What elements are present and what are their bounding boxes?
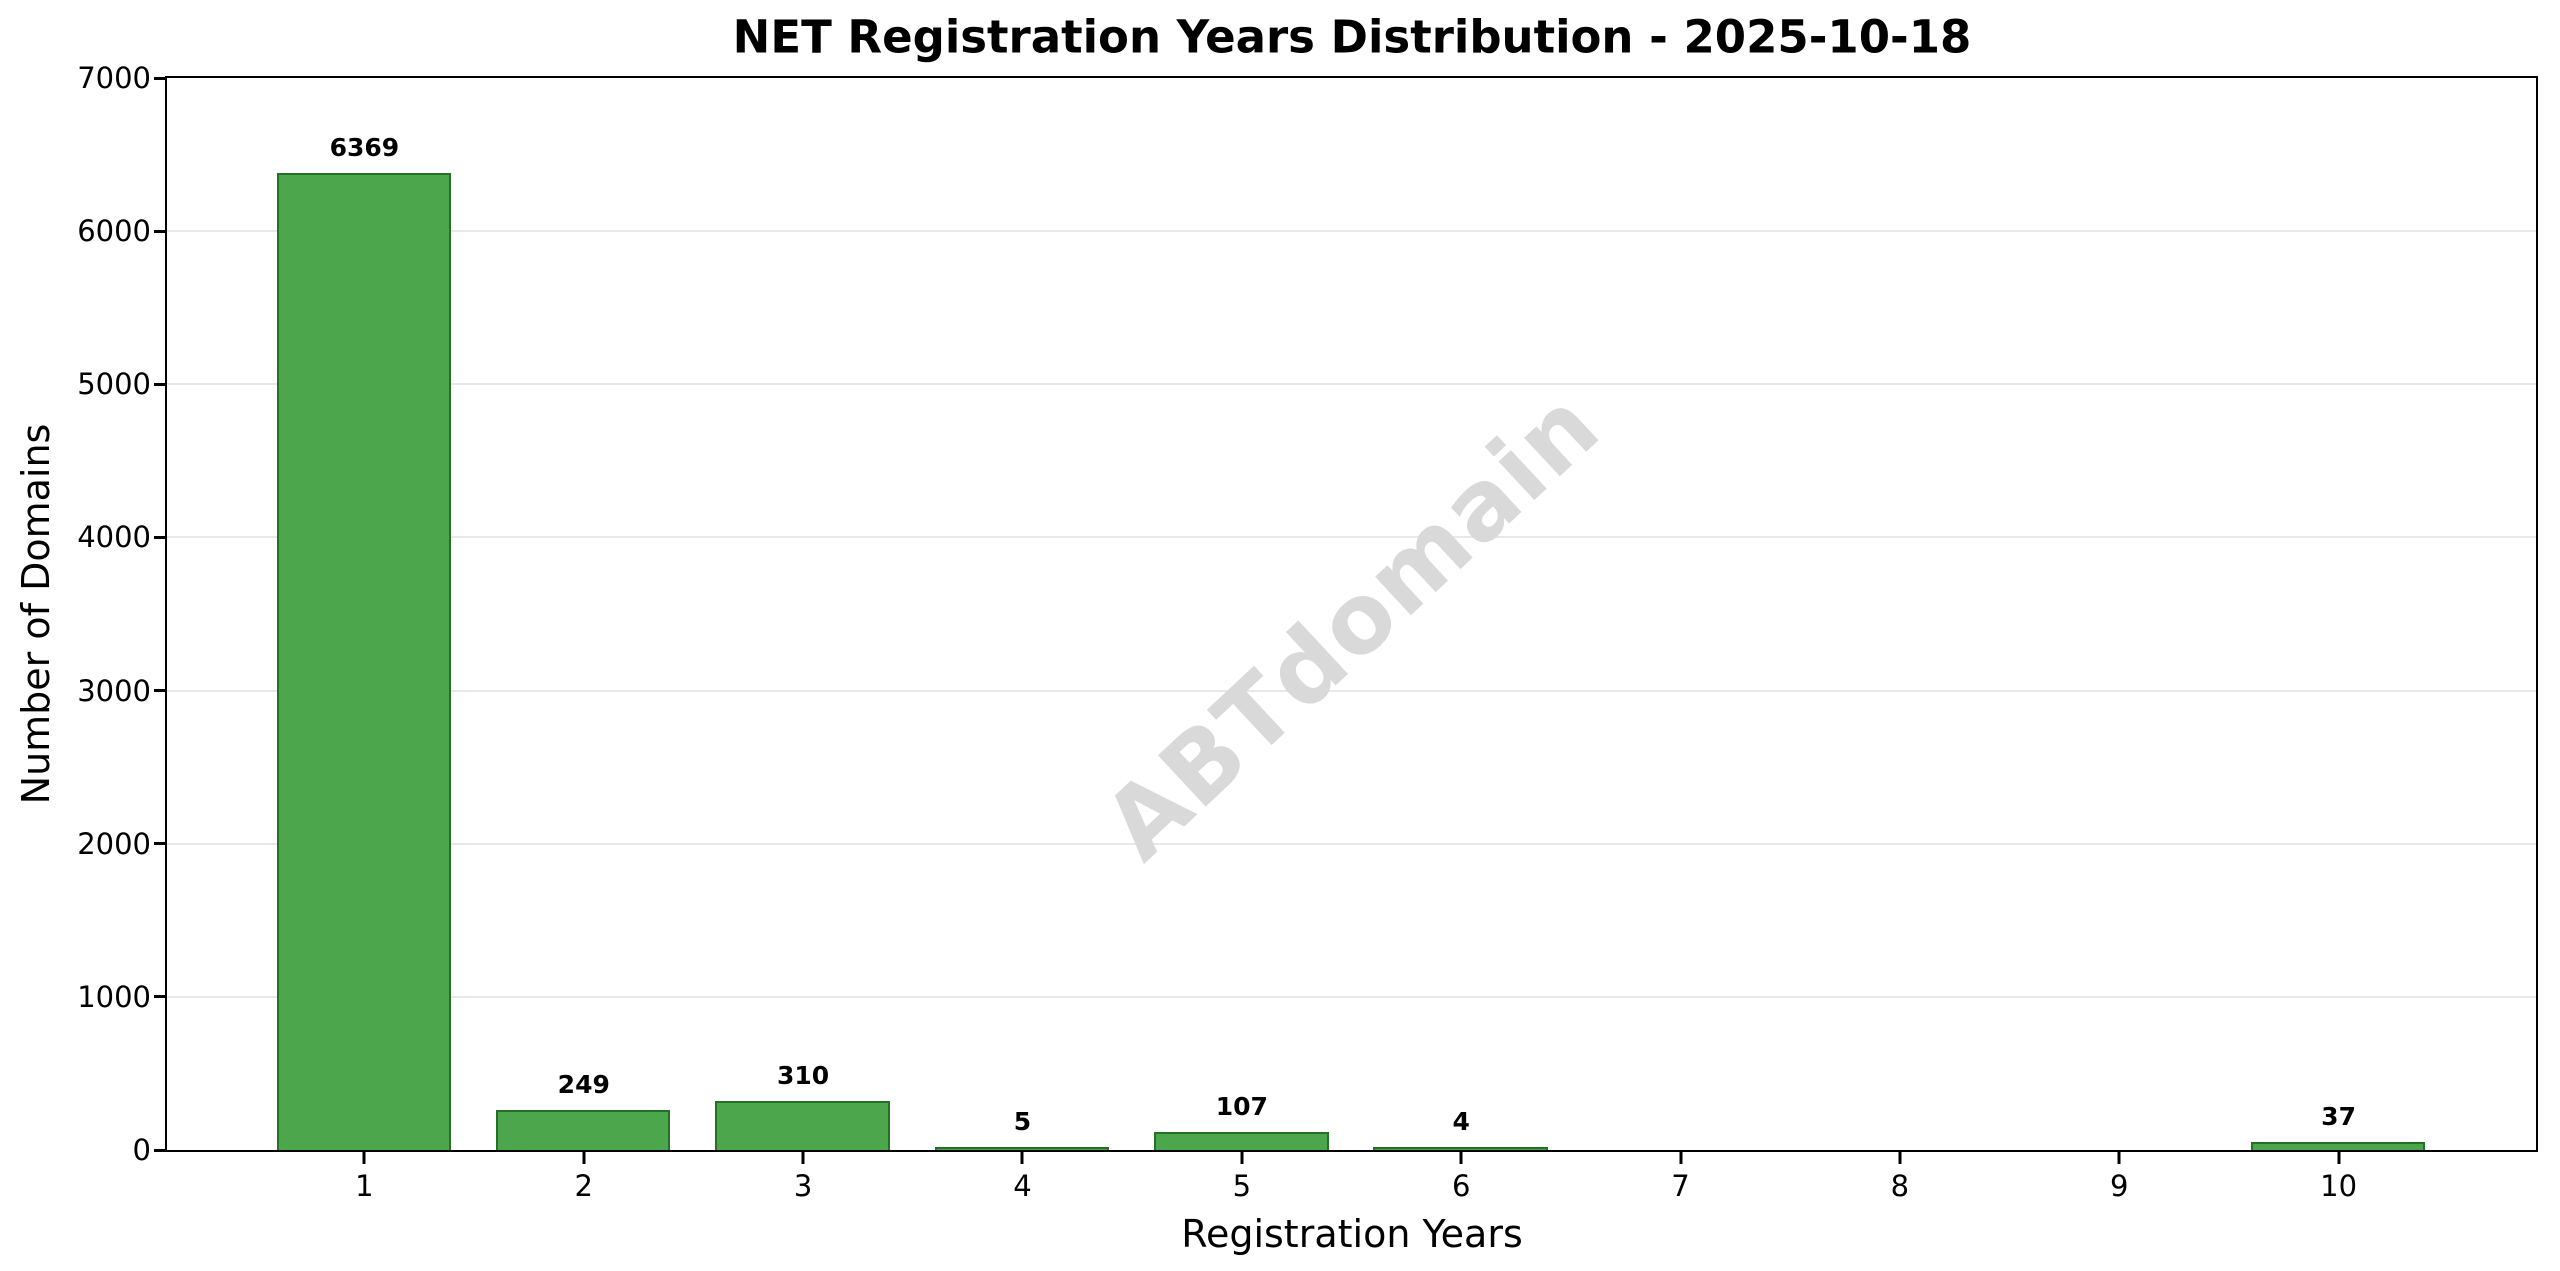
gridline (167, 230, 2536, 233)
x-tick-label: 8 (1890, 1169, 1910, 1203)
y-tick-mark (153, 76, 165, 80)
bar (2250, 1142, 2426, 1150)
bar (1154, 1131, 1329, 1150)
plot-area: ABTdomain 0 1000 2000 3000 4000 5000 6000 7000 1… (77, 61, 2538, 1203)
bar-value-label: 249 (557, 1069, 610, 1099)
x-tick-label: 3 (793, 1169, 813, 1203)
bar (496, 1109, 671, 1150)
bar-value-label: 5 (1013, 1107, 1032, 1137)
y-tick-mark (153, 689, 165, 693)
x-tick-label: 1 (355, 1169, 374, 1203)
bar-value-label: 107 (1215, 1091, 1268, 1121)
chart-title: NET Registration Years Distribution - 20… (732, 10, 1972, 64)
x-tick-mark (801, 1150, 805, 1164)
gridline (167, 842, 2536, 845)
x-tick-mark (1240, 1150, 1244, 1164)
y-tick-label: 6000 (77, 214, 151, 249)
y-tick-label: 5000 (77, 367, 151, 402)
x-tick-mark (1679, 1150, 1683, 1164)
x-tick-label: 7 (1671, 1169, 1690, 1203)
watermark: ABTdomain (1082, 368, 1621, 882)
y-tick-label: 3000 (77, 673, 151, 708)
bar (1373, 1147, 1548, 1150)
x-axis-label: Registration Years (1181, 1212, 1523, 1256)
x-tick-mark (1459, 1150, 1463, 1164)
x-tick-mark (2117, 1150, 2121, 1164)
bar (934, 1147, 1110, 1150)
x-tick-mark (362, 1150, 366, 1164)
x-tick-label: 5 (1232, 1169, 1252, 1203)
y-tick-mark (153, 1148, 165, 1152)
y-tick-label: 1000 (77, 979, 151, 1014)
y-tick-mark (153, 382, 165, 386)
y-tick-mark (153, 229, 165, 233)
bar (715, 1100, 890, 1150)
x-tick-mark (582, 1150, 586, 1164)
x-tick-label: 6 (1451, 1169, 1471, 1203)
y-tick-label: 7000 (77, 61, 151, 95)
bar (276, 172, 452, 1150)
y-axis-label: Number of Domains (14, 423, 58, 805)
x-tick-label: 2 (574, 1169, 593, 1203)
bar-value-label: 37 (2321, 1102, 2356, 1132)
x-tick-mark (1898, 1150, 1902, 1164)
y-tick-label: 0 (132, 1133, 151, 1167)
y-tick-label: 4000 (77, 520, 151, 555)
x-tick-mark (1020, 1150, 1024, 1164)
gridline (167, 383, 2536, 386)
x-tick-label: 9 (2109, 1169, 2129, 1203)
gridline (167, 995, 2536, 998)
x-tick-label: 10 (2320, 1169, 2358, 1203)
bar-value-label: 6369 (329, 132, 400, 162)
y-tick-mark (153, 995, 165, 999)
y-tick-mark (153, 842, 165, 846)
x-tick-mark (2337, 1150, 2341, 1164)
bar-value-label: 310 (777, 1060, 830, 1090)
y-tick-mark (153, 535, 165, 539)
gridline (167, 536, 2536, 539)
y-tick-label: 2000 (77, 826, 151, 861)
x-tick-label: 4 (1013, 1169, 1032, 1203)
bar-value-label: 4 (1452, 1107, 1470, 1137)
gridline (167, 689, 2536, 692)
